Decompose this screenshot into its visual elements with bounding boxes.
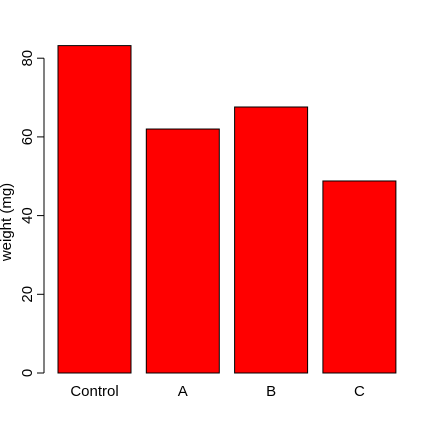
- x-tick-label: Control: [70, 383, 118, 400]
- x-tick-label: A: [178, 383, 188, 400]
- bar-c: [322, 180, 397, 374]
- x-tick-label: B: [266, 383, 276, 400]
- y-tick-label: 0: [19, 369, 36, 377]
- x-tick-label: C: [354, 383, 365, 400]
- y-tick-label: 40: [19, 207, 36, 224]
- bar-b: [234, 106, 309, 374]
- y-tick-label: 60: [19, 129, 36, 146]
- bars: [57, 45, 397, 374]
- y-tick-label: 20: [19, 286, 36, 303]
- bar-a: [145, 128, 220, 374]
- bar-control: [57, 45, 132, 374]
- y-tick-label: 80: [19, 50, 36, 67]
- y-axis: 0 20 40 60 80: [19, 50, 45, 377]
- x-axis-labels: Control A B C: [70, 383, 365, 400]
- y-axis-label: weight (mg): [0, 183, 15, 262]
